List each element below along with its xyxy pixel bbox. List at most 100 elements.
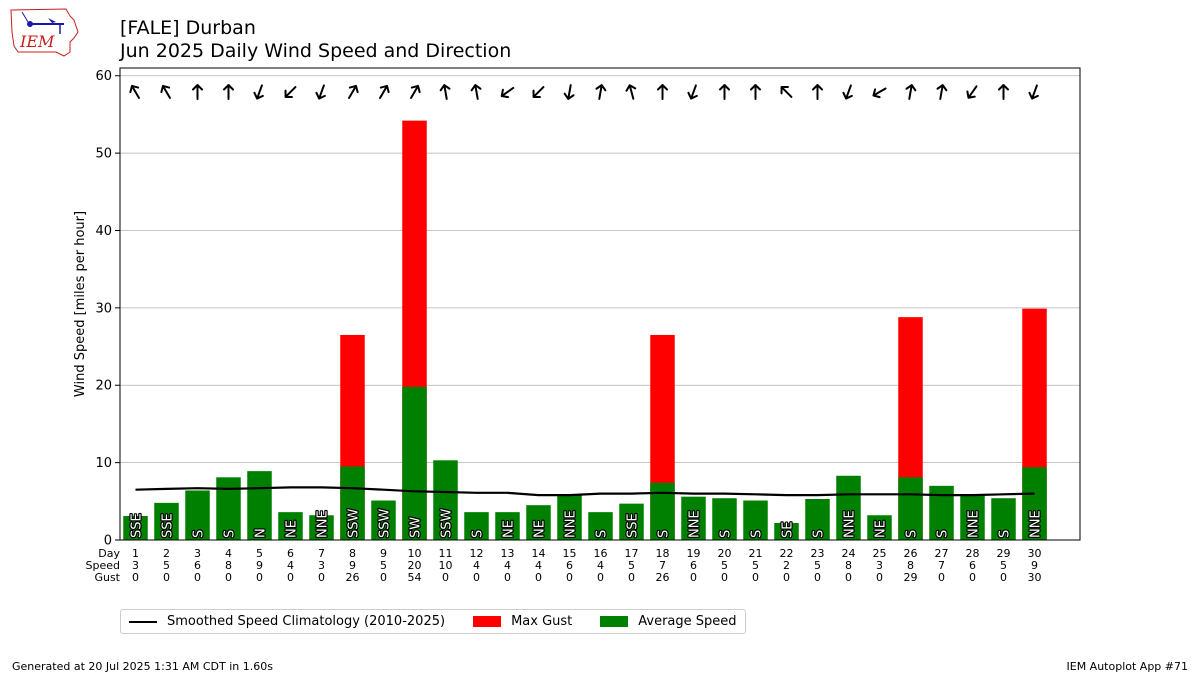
- average-speed-bar: [619, 503, 644, 540]
- speed-label: 5: [163, 559, 170, 572]
- day-label: 17: [625, 547, 639, 560]
- speed-label: 8: [225, 559, 232, 572]
- direction-arrow: [936, 84, 948, 100]
- y-axis-label: Wind Speed [miles per hour]: [73, 211, 88, 397]
- day-label: 13: [501, 547, 515, 560]
- day-label: 12: [470, 547, 484, 560]
- speed-label: 6: [194, 559, 201, 572]
- speed-label: 4: [535, 559, 542, 572]
- average-speed-bar: [774, 522, 799, 540]
- gust-label: 0: [473, 571, 480, 584]
- legend-gust-label: Max Gust: [511, 614, 573, 629]
- direction-label: S: [719, 530, 734, 538]
- direction-label: S: [905, 530, 920, 538]
- gust-label: 0: [225, 571, 232, 584]
- speed-label: 9: [349, 559, 356, 572]
- day-label: 18: [656, 547, 670, 560]
- gust-label: 0: [504, 571, 511, 584]
- speed-label: 3: [876, 559, 883, 572]
- y-tick-label: 30: [95, 301, 112, 316]
- direction-arrow: [872, 87, 887, 99]
- day-label: 9: [380, 547, 387, 560]
- average-speed-bar: [371, 500, 396, 540]
- gust-label: 0: [1000, 571, 1007, 584]
- day-label: 10: [408, 547, 422, 560]
- direction-arrow: [595, 84, 607, 100]
- y-tick-label: 20: [95, 379, 112, 394]
- direction-label: NE: [533, 520, 548, 538]
- direction-arrow: [439, 84, 451, 100]
- gust-label: 0: [287, 571, 294, 584]
- y-tick-label: 0: [104, 534, 112, 549]
- day-label: 29: [997, 547, 1011, 560]
- legend: Smoothed Speed Climatology (2010-2025) M…: [120, 609, 746, 634]
- direction-arrow: [253, 84, 264, 100]
- gust-label: 29: [904, 571, 918, 584]
- average-speed-bar: [433, 460, 458, 540]
- direction-label: SSE: [626, 513, 641, 538]
- day-label: 3: [194, 547, 201, 560]
- logo-text: IEM: [19, 32, 55, 51]
- direction-arrow: [998, 84, 1009, 100]
- gust-label: 0: [628, 571, 635, 584]
- row-label: Gust: [94, 571, 120, 584]
- day-label: 16: [594, 547, 608, 560]
- direction-label: S: [657, 530, 672, 538]
- average-speed-bar: [340, 466, 365, 540]
- gust-label: 0: [938, 571, 945, 584]
- day-label: 24: [842, 547, 856, 560]
- gust-label: 0: [163, 571, 170, 584]
- average-speed-bar: [588, 512, 613, 540]
- day-label: 1: [132, 547, 139, 560]
- average-speed-bar: [960, 494, 985, 540]
- direction-arrow: [812, 84, 823, 100]
- gust-label: 26: [656, 571, 670, 584]
- legend-climatology-swatch: [129, 620, 157, 623]
- speed-label: 8: [907, 559, 914, 572]
- gust-label: 0: [132, 571, 139, 584]
- average-speed-bar: [278, 512, 303, 540]
- app-label: IEM Autoplot App #71: [1066, 660, 1189, 673]
- direction-label: SSE: [130, 513, 145, 538]
- row-label: Day: [98, 547, 120, 560]
- gust-label: 0: [318, 571, 325, 584]
- gust-label: 30: [1028, 571, 1042, 584]
- day-label: 26: [904, 547, 918, 560]
- day-label: 21: [749, 547, 763, 560]
- day-label: 19: [687, 547, 701, 560]
- direction-label: SSW: [378, 508, 393, 538]
- direction-label: SSW: [440, 508, 455, 538]
- speed-label: 3: [318, 559, 325, 572]
- direction-arrow: [905, 84, 917, 100]
- legend-gust: Max Gust: [473, 614, 572, 629]
- speed-label: 4: [473, 559, 480, 572]
- average-speed-bar: [1022, 467, 1047, 540]
- average-speed-bar: [712, 498, 737, 540]
- generated-text: Generated at 20 Jul 2025 1:31 AM CDT in …: [12, 660, 273, 673]
- average-speed-bar: [743, 500, 768, 540]
- speed-label: 7: [659, 559, 666, 572]
- day-label: 23: [811, 547, 825, 560]
- direction-arrow: [160, 84, 171, 100]
- direction-arrow: [657, 84, 668, 100]
- gust-label: 0: [876, 571, 883, 584]
- direction-arrow: [780, 86, 793, 98]
- direction-label: NNE: [688, 510, 703, 538]
- average-speed-bar: [991, 498, 1016, 540]
- speed-label: 2: [783, 559, 790, 572]
- speed-label: 9: [256, 559, 263, 572]
- speed-label: 10: [439, 559, 453, 572]
- speed-label: 5: [1000, 559, 1007, 572]
- gust-label: 0: [597, 571, 604, 584]
- direction-label: NE: [502, 520, 517, 538]
- direction-arrow: [750, 84, 761, 100]
- gust-label: 54: [408, 571, 422, 584]
- direction-label: S: [595, 530, 610, 538]
- direction-arrow: [129, 84, 140, 100]
- speed-label: 7: [938, 559, 945, 572]
- average-speed-bar: [898, 477, 923, 540]
- gust-label: 0: [442, 571, 449, 584]
- direction-arrow: [625, 84, 637, 100]
- gust-label: 0: [721, 571, 728, 584]
- gust-label: 0: [690, 571, 697, 584]
